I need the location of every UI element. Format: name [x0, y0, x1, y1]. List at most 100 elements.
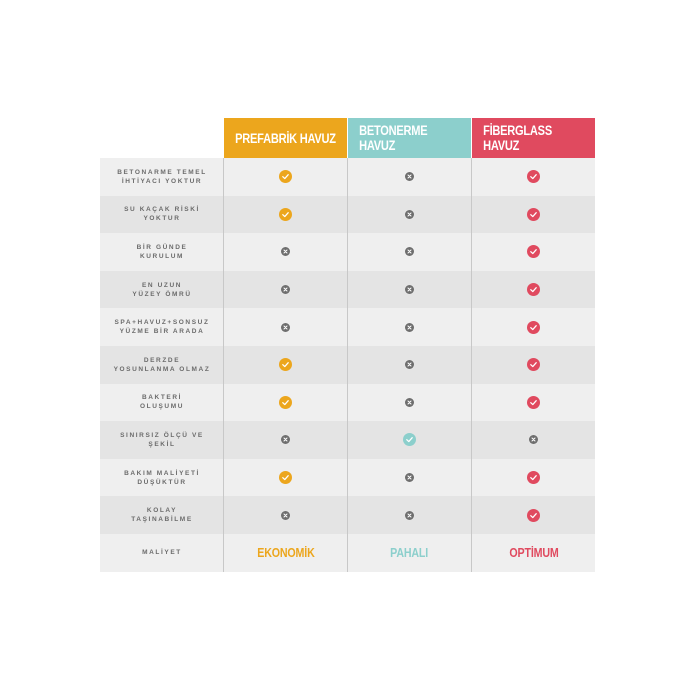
cell-prefabrik: [224, 346, 347, 384]
row-label-line2: YOKTUR: [143, 215, 181, 223]
header-bg-fiberglass: [472, 118, 595, 158]
cell-fiberglass: [472, 233, 595, 271]
check-icon: [527, 320, 540, 334]
cell-fiberglass: [472, 271, 595, 309]
cell-prefabrik: [224, 308, 347, 346]
column-divider: [471, 158, 472, 572]
row-label-line1: BAKIM MALİYETİ: [124, 469, 200, 477]
cell-betonerme: [348, 346, 471, 384]
cell-betonerme: [348, 496, 471, 534]
x-icon: [403, 396, 416, 409]
cost-cell-prefabrik: EKONOMİK: [224, 534, 347, 572]
cell-fiberglass: [472, 496, 595, 534]
row-label-line1: DERZDE: [143, 356, 181, 364]
check-icon: [527, 395, 540, 409]
check-icon: [279, 471, 292, 485]
row-label-line2: ŞEKİL: [148, 440, 176, 448]
header-fiberglass: FİBERGLASS HAVUZ: [483, 123, 552, 153]
row-label-line2: YÜZEY ÖMRÜ: [132, 290, 192, 298]
cell-betonerme: [348, 384, 471, 422]
x-icon: [403, 245, 416, 258]
cell-betonerme: [348, 158, 471, 196]
x-icon: [403, 283, 416, 296]
x-icon: [403, 358, 416, 371]
cell-betonerme: [348, 196, 471, 234]
header-bg-prefabrik: [224, 118, 347, 158]
cell-fiberglass: [472, 158, 595, 196]
cell-betonerme: [348, 233, 471, 271]
cost-label: MALİYET: [142, 549, 182, 557]
row-label-line2: KURULUM: [139, 252, 185, 260]
check-icon: [527, 283, 540, 297]
cost-value: EKONOMİK: [256, 545, 315, 561]
x-icon: [279, 509, 292, 522]
row-label-line1: SPA+HAVUZ+SONSUZ: [114, 319, 210, 327]
x-icon: [279, 283, 292, 296]
cost-cell-fiberglass: OPTİMUM: [472, 534, 595, 572]
x-icon: [279, 321, 292, 334]
cell-fiberglass: [472, 421, 595, 459]
cell-prefabrik: [224, 271, 347, 309]
header-row: PREFABRİK HAVUZ BETONERME HAVUZ FİBERGLASS…: [100, 118, 595, 164]
check-icon: [279, 170, 292, 184]
check-icon: [279, 395, 292, 409]
header-spacer: [100, 118, 224, 158]
cell-betonerme: [348, 271, 471, 309]
x-icon: [279, 433, 292, 446]
check-icon: [527, 471, 540, 485]
row-label: SPA+HAVUZ+SONSUZ YÜZME BİR ARADA: [100, 308, 224, 346]
row-label-line1: KOLAY: [146, 507, 178, 515]
row-label-line1: BETONARME TEMEL: [117, 168, 207, 176]
row-label-line2: İHTİYACI YOKTUR: [121, 177, 203, 185]
header-prefabrik: PREFABRİK HAVUZ: [235, 130, 336, 146]
row-label-line1: BİR GÜNDE: [136, 243, 188, 251]
row-label-line2: YOSUNLANMA OLMAZ: [113, 365, 211, 373]
check-icon: [527, 245, 540, 259]
cost-value: OPTİMUM: [508, 545, 559, 561]
row-label: BAKTERİ OLUŞUMU: [100, 384, 224, 422]
row-label: KOLAY TAŞINABİLME: [100, 496, 224, 534]
row-label-line2: OLUŞUMU: [139, 403, 185, 411]
cell-fiberglass: [472, 346, 595, 384]
row-label: SU KAÇAK RİSKİ YOKTUR: [100, 196, 224, 234]
comparison-table: PREFABRİK HAVUZ BETONERME HAVUZ FİBERGLASS…: [100, 118, 595, 572]
row-label-line2: YÜZME BİR ARADA: [119, 328, 205, 336]
cell-prefabrik: [224, 158, 347, 196]
row-label: BAKIM MALİYETİ DÜŞÜKTÜR: [100, 459, 224, 497]
column-divider: [223, 158, 224, 572]
cell-betonerme: [348, 459, 471, 497]
header-betonerme: BETONERME HAVUZ: [359, 123, 428, 153]
row-label: DERZDE YOSUNLANMA OLMAZ: [100, 346, 224, 384]
cell-prefabrik: [224, 421, 347, 459]
check-icon: [403, 433, 416, 447]
check-icon: [527, 207, 540, 221]
cell-fiberglass: [472, 196, 595, 234]
row-label-line1: BAKTERİ: [141, 394, 183, 402]
row-label-line1: EN UZUN: [141, 281, 183, 289]
cell-fiberglass: [472, 308, 595, 346]
x-icon: [403, 321, 416, 334]
row-label: SINIRSIZ ÖLÇÜ VE ŞEKİL: [100, 421, 224, 459]
cost-value: PAHALI: [390, 545, 429, 561]
check-icon: [527, 508, 540, 522]
cell-fiberglass: [472, 384, 595, 422]
x-icon: [403, 170, 416, 183]
x-icon: [527, 433, 540, 446]
cell-prefabrik: [224, 196, 347, 234]
cell-prefabrik: [224, 384, 347, 422]
cell-fiberglass: [472, 459, 595, 497]
row-label: BİR GÜNDE KURULUM: [100, 233, 224, 271]
row-label-line1: SINIRSIZ ÖLÇÜ VE: [120, 431, 204, 439]
check-icon: [527, 358, 540, 372]
row-label-line2: DÜŞÜKTÜR: [137, 478, 187, 486]
row-label: BETONARME TEMEL İHTİYACI YOKTUR: [100, 158, 224, 196]
cell-prefabrik: [224, 496, 347, 534]
column-divider: [347, 158, 348, 572]
header-bg-betonerme: [348, 118, 471, 158]
x-icon: [403, 509, 416, 522]
x-icon: [403, 471, 416, 484]
check-icon: [279, 207, 292, 221]
cell-prefabrik: [224, 459, 347, 497]
cost-cell-betonerme: PAHALI: [348, 534, 471, 572]
check-icon: [279, 358, 292, 372]
